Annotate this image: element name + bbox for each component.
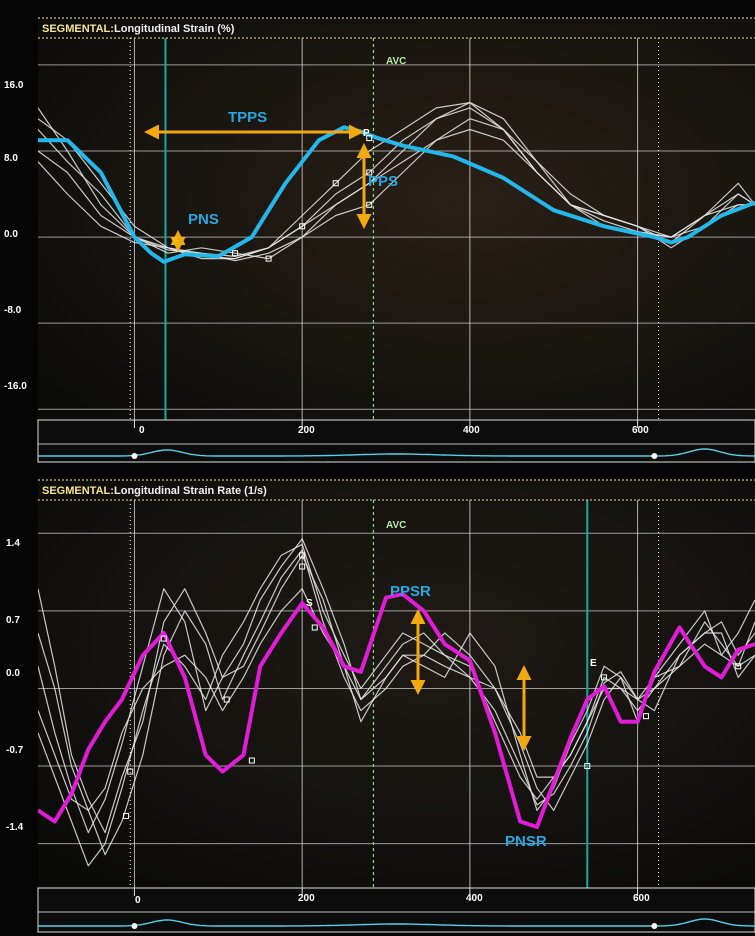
strain-panel: SEGMENTAL: Longitudinal Strain (%) AVC 1…	[4, 17, 755, 463]
y-tick-label: -16.0	[4, 381, 27, 392]
x-tick-label: 400	[463, 425, 480, 436]
plot-area	[38, 480, 755, 888]
segment-marker	[311, 624, 318, 631]
pps-label: PPS	[368, 173, 398, 190]
segment-marker	[248, 757, 255, 764]
x-tick-label: 0	[139, 425, 145, 436]
pns-label: PNS	[188, 211, 219, 228]
segment-line	[38, 549, 755, 856]
e-marker-label: E	[590, 658, 597, 669]
x-tick-label: 600	[633, 893, 650, 904]
segment-marker	[127, 768, 134, 775]
segment-marker	[299, 552, 306, 559]
segment-marker	[735, 663, 742, 670]
time-ruler	[37, 419, 755, 463]
segment-line	[38, 102, 755, 260]
x-tick-label: 200	[298, 425, 315, 436]
y-tick-label: 8.0	[4, 153, 18, 164]
ppsr-label: PPSR	[390, 583, 431, 600]
ruler-box	[37, 419, 755, 463]
y-tick-label: -8.0	[4, 305, 22, 316]
segment-marker	[123, 812, 130, 819]
segment-marker	[265, 255, 272, 262]
time-ruler	[37, 887, 755, 933]
segment-marker	[601, 674, 608, 681]
grid	[38, 38, 755, 462]
strain-chart: SEGMENTAL: Longitudinal Strain (%) AVC 1…	[4, 17, 755, 463]
strain-rate-panel: SEGMENTAL: Longitudinal Strain Rate (1/s…	[0, 470, 755, 936]
avc-label: AVC	[386, 520, 406, 531]
series-group	[38, 538, 755, 867]
strain-rate-chart: SEGMENTAL: Longitudinal Strain Rate (1/s…	[0, 470, 755, 936]
chart-title: Longitudinal Strain (%)	[114, 23, 235, 35]
y-tick-label: 0.7	[6, 615, 20, 626]
plot-area	[38, 18, 755, 420]
ruler-marker	[131, 923, 138, 929]
x-tick-label: 400	[466, 893, 483, 904]
tpps-label: TPPS	[228, 109, 267, 126]
chart-title-prefix: SEGMENTAL:	[42, 485, 114, 497]
highlighted-segment-line	[38, 592, 755, 829]
peak-marker-label: P	[363, 128, 370, 139]
y-tick-label: 1.4	[6, 538, 20, 549]
y-tick-label: 16.0	[4, 80, 24, 91]
segment-marker	[160, 635, 167, 642]
ruler-marker	[651, 453, 658, 459]
segment-marker	[366, 135, 373, 142]
x-tick-label: 200	[298, 893, 315, 904]
grid	[38, 500, 755, 932]
ecg-trace	[38, 918, 755, 927]
segment-marker	[642, 713, 649, 720]
pnsr-label: PNSR	[505, 833, 547, 850]
segment-line	[38, 128, 755, 257]
segment-marker	[332, 180, 339, 187]
segment-line	[38, 107, 755, 260]
s-marker-label: S	[306, 598, 313, 609]
onset-marker-label: E	[173, 236, 180, 247]
segment-marker	[299, 563, 306, 570]
chart-title: Longitudinal Strain Rate (1/s)	[114, 485, 267, 497]
ruler-marker	[131, 453, 138, 459]
ecg-trace	[38, 448, 755, 457]
x-tick-label: 600	[632, 425, 649, 436]
y-tick-label: 0.0	[4, 229, 18, 240]
segment-line	[38, 588, 755, 811]
avc-label: AVC	[386, 56, 406, 67]
y-tick-label: 0.0	[6, 668, 20, 679]
y-tick-label: -1.4	[6, 822, 24, 833]
y-tick-label: -0.7	[6, 745, 24, 756]
segment-marker	[299, 223, 306, 230]
segment-marker	[223, 696, 230, 703]
segment-marker	[232, 250, 239, 257]
x-tick-label: 0	[135, 895, 141, 906]
ruler-marker	[651, 923, 658, 929]
chart-title-prefix: SEGMENTAL:	[42, 23, 114, 35]
segment-marker	[584, 763, 591, 770]
ruler-box	[37, 887, 755, 933]
